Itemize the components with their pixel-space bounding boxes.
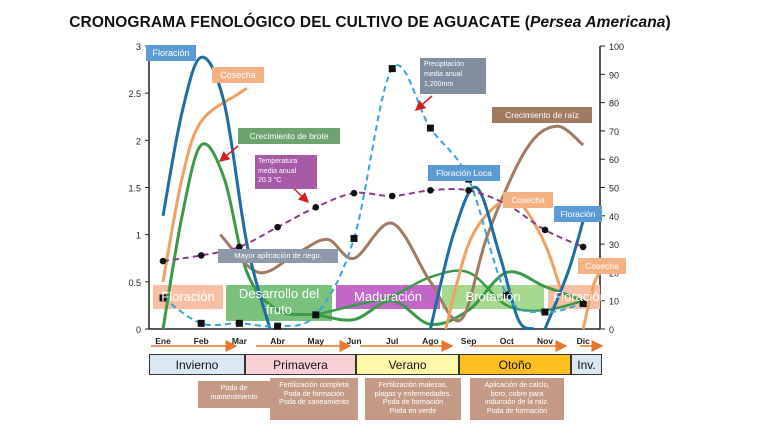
y-right-tick-label: 70	[609, 127, 619, 137]
phase-desarrollo: Desarrollo del fruto	[238, 286, 320, 317]
series-floracion-loca	[428, 185, 535, 331]
temperatura-point	[465, 187, 472, 194]
temperatura-point	[197, 252, 205, 259]
temperatura-point	[159, 257, 167, 265]
y-left-tick-label: 0	[136, 325, 141, 335]
x-tick-label: Feb	[194, 336, 209, 346]
precipitacion-point	[541, 308, 549, 316]
y-right-tick-label: 10	[609, 297, 619, 307]
task-invierno: Poda de mantenimiento	[198, 381, 270, 408]
series-cosecha	[161, 87, 248, 283]
temperatura-point	[541, 226, 549, 234]
x-tick-label: Mar	[232, 336, 248, 346]
temperatura-point	[312, 204, 320, 211]
season-verano: Verano	[356, 354, 459, 375]
y-right-tick-label: 50	[609, 184, 619, 194]
task-verano: Fertilización malezas, plagas y enfermed…	[365, 378, 461, 420]
x-tick-label: Ago	[422, 336, 439, 346]
temperatura-point	[236, 243, 243, 251]
x-tick-label: Oct	[500, 336, 514, 346]
x-tick-label: Jun	[346, 336, 361, 346]
x-tick-label: Jul	[386, 336, 398, 346]
y-right-tick-label: 40	[609, 212, 619, 222]
temperatura-point	[388, 192, 396, 200]
label-cosecha: Cosecha	[212, 67, 264, 83]
x-tick-label: Sep	[461, 336, 477, 346]
y-right-tick-label: 80	[609, 99, 619, 109]
x-tick-label: Dic	[577, 336, 591, 346]
label-floracion: Floración	[146, 45, 196, 61]
precipitacion-point	[235, 319, 243, 327]
season-otono: Otoño	[459, 354, 571, 375]
season-invierno: Invierno	[149, 354, 245, 375]
season-primavera: Primavera	[245, 354, 356, 375]
label-cosecha-2: Cosecha	[503, 192, 553, 208]
precipitacion-point	[159, 294, 167, 302]
season-inv: Inv.	[571, 354, 602, 375]
label-floracion-loca: Floración Loca	[428, 165, 500, 181]
x-tick-label: May	[308, 336, 325, 346]
label-temperatura: Temperatura media anual 20.3 °C	[255, 155, 317, 189]
y-left-tick-label: 0.5	[128, 278, 141, 288]
precipitacion-point	[197, 319, 205, 327]
x-tick-label: Abr	[270, 336, 285, 346]
series-floracion-3	[543, 220, 585, 330]
phase-maduracion: Maduración	[354, 289, 422, 304]
precipitacion-point	[274, 322, 282, 330]
x-tick-label: Nov	[537, 336, 553, 346]
label-riego: Mayor aplicación de riego.	[218, 249, 338, 263]
precipitacion-point	[312, 311, 320, 319]
y-left-tick-label: 1.5	[128, 184, 141, 194]
label-floracion-3: Floración	[554, 206, 602, 222]
y-right-tick-label: 30	[609, 240, 619, 250]
phase-brotacion-box	[442, 285, 544, 309]
label-cosecha-3: Cosecha	[578, 258, 626, 274]
precipitacion-point	[388, 65, 396, 73]
label-crecimiento-brote: Crecimiento de brote	[238, 128, 340, 144]
precipitacion-point	[503, 291, 511, 299]
temperatura-point	[579, 243, 587, 251]
y-left-tick-label: 2.5	[128, 89, 141, 99]
temperatura-point	[274, 223, 281, 231]
phase-brotacion: Brotación	[465, 289, 521, 304]
phase-floracion2: Floración	[553, 289, 607, 304]
task-otono: Aplicación de calcio, boro, cobre para i…	[470, 378, 564, 420]
y-left-tick-label: 2	[136, 136, 141, 146]
y-left-tick-label: 3	[136, 42, 141, 52]
y-right-tick-label: 0	[609, 325, 614, 335]
chart-title: CRONOGRAMA FENOLÓGICO DEL CULTIVO DE AGU…	[69, 14, 671, 31]
precipitacion-point	[426, 124, 434, 132]
label-precipitacion: Precipitación media anual 1,200mm	[420, 58, 486, 94]
task-primavera: Fertilización completa Poda de formación…	[270, 378, 358, 420]
phase-floracion: Floración	[161, 289, 215, 304]
label-crecimiento-raiz: Crecimiento de raíz	[492, 107, 592, 123]
y-right-tick-label: 100	[609, 42, 624, 52]
precipitacion-point	[350, 234, 358, 242]
temperatura-point	[427, 187, 434, 194]
y-left-tick-label: 1	[136, 231, 141, 241]
y-right-tick-label: 60	[609, 155, 619, 165]
temperatura-point	[350, 189, 358, 197]
x-tick-label: Ene	[155, 336, 171, 346]
y-right-tick-label: 90	[609, 70, 619, 80]
precipitacion-point	[579, 300, 587, 308]
